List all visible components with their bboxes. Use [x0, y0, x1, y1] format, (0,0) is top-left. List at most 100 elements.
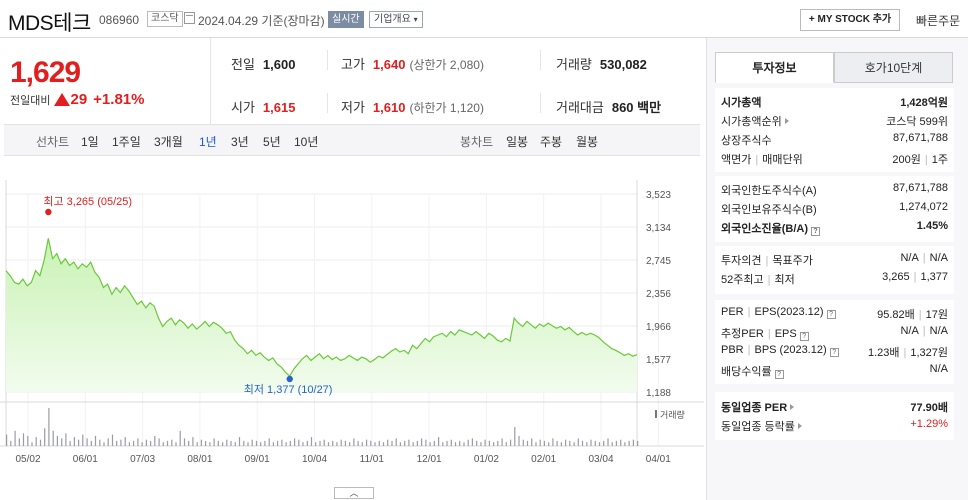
volume-bar: [39, 439, 42, 446]
help-icon[interactable]: ?: [826, 310, 836, 319]
tab-3y[interactable]: 3년: [231, 135, 249, 149]
info-value: 1,274,072: [899, 201, 948, 213]
volume-bar: [200, 439, 202, 446]
volume-bar: [556, 440, 558, 446]
volume-bar: [230, 440, 232, 446]
tab-3m[interactable]: 3개월: [154, 135, 183, 149]
market-cap-box: 시가총액 1,428억원 시가총액순위 코스닥 599위 상장주식수 87,671,788…: [715, 88, 954, 172]
volume-bar: [238, 437, 241, 446]
change-percent: +1.81%: [93, 91, 145, 108]
volume-bar: [35, 437, 37, 446]
volume-bar: [463, 442, 465, 446]
divider: [210, 38, 211, 124]
help-icon[interactable]: ?: [799, 332, 809, 341]
volume-bar: [226, 439, 228, 446]
x-tick-label: 07/03: [130, 454, 155, 465]
volume-bar: [298, 439, 300, 446]
volume-bar: [103, 442, 105, 446]
volume-bar: [141, 442, 143, 446]
volume-bar: [48, 408, 50, 446]
x-tick-label: 11/01: [360, 454, 385, 465]
tab-1y[interactable]: 1년: [199, 135, 217, 149]
volume-bar: [319, 440, 321, 446]
tab-5y[interactable]: 5년: [263, 135, 281, 149]
tab-1d[interactable]: 1일: [81, 135, 99, 149]
volume-bar: [480, 442, 482, 446]
volume-bar: [166, 440, 169, 446]
volume-bar: [268, 438, 270, 446]
volume-bar: [150, 440, 152, 446]
volume-bar: [535, 442, 537, 446]
volume-bar: [22, 433, 25, 446]
tab-daily[interactable]: 일봉: [506, 135, 529, 149]
volume-bar: [73, 437, 75, 446]
volume-bar: [44, 428, 46, 446]
volume-bar: [471, 438, 473, 446]
calendar-icon: [184, 12, 195, 24]
volume-bar: [154, 435, 156, 446]
stock-name: MDS테크: [8, 12, 91, 35]
info-label: 액면가 | 매매단위: [721, 154, 803, 166]
chevron-right-icon[interactable]: [784, 118, 789, 124]
volume-bar: [450, 439, 452, 446]
divider: [540, 50, 541, 70]
volume-bar: [488, 440, 490, 446]
price-chart[interactable]: 3,523 3,134 2,745 2,356 1,966 1,577 1,188 05/0…: [0, 180, 704, 470]
tab-weekly[interactable]: 주봉: [540, 135, 563, 149]
volume-bar: [577, 438, 579, 446]
volume-bar: [277, 440, 279, 446]
volume-bar: [382, 442, 385, 446]
volume-bar: [120, 439, 122, 446]
volume-bar: [408, 439, 410, 446]
volume-bar: [620, 439, 622, 446]
tab-1w[interactable]: 1주일: [112, 135, 141, 149]
realtime-button[interactable]: 실시간: [328, 11, 364, 28]
volume-bar: [14, 430, 16, 446]
info-label: PBR | BPS (2023.12)?: [721, 344, 839, 357]
y-tick-label: 2,745: [646, 256, 671, 267]
quick-order-link[interactable]: 빠른주문: [916, 14, 961, 28]
tab-order-book[interactable]: 호가10단계: [834, 52, 953, 83]
quote-date: 2024.04.29 기준(장마감): [198, 14, 325, 28]
chevron-down-icon: ▾: [413, 15, 418, 24]
help-icon[interactable]: ?: [829, 348, 839, 357]
volume-bar: [86, 438, 88, 446]
help-icon[interactable]: ?: [811, 227, 820, 236]
volume-bar: [192, 437, 194, 446]
info-value: 코스닥 599위: [886, 116, 948, 128]
y-tick-label: 3,134: [646, 223, 671, 234]
company-info-dropdown[interactable]: 기업개요 ▾: [369, 11, 423, 28]
volume-bar: [421, 438, 423, 446]
line-chart-label: 선차트: [36, 135, 70, 149]
info-label: PER | EPS(2023.12)?: [721, 306, 836, 319]
info-value: 200원 | 1주: [892, 154, 948, 166]
tab-monthly[interactable]: 월봉: [576, 135, 599, 149]
volume-bar: [137, 438, 139, 446]
info-value: 3,265 | 1,377: [882, 271, 948, 283]
chevron-right-icon[interactable]: [790, 404, 795, 410]
info-value: 77.90배: [910, 402, 948, 414]
chart-collapse-button[interactable]: ︿: [334, 487, 374, 499]
volume-bar: [323, 439, 325, 446]
volume-bar: [247, 442, 249, 446]
up-triangle-icon: [54, 93, 71, 106]
tab-investment-info[interactable]: 투자정보: [715, 52, 834, 83]
volume-bar: [124, 437, 126, 446]
info-label: 외국인보유주식수(B): [721, 204, 817, 216]
volume-bar: [357, 440, 359, 446]
volume-bar: [327, 442, 330, 446]
volume-bar: [281, 439, 283, 446]
volume-bar: [294, 438, 296, 446]
x-tick-label: 01/02: [474, 454, 499, 465]
chevron-right-icon[interactable]: [797, 423, 802, 429]
help-icon[interactable]: ?: [774, 370, 784, 379]
volume-bar: [446, 440, 448, 446]
trade-amount: 거래대금 860 백만: [556, 100, 662, 115]
volume-bar: [526, 440, 529, 446]
volume-bar: [531, 438, 533, 446]
change-value: 29: [70, 91, 88, 108]
info-value: +1.29%: [910, 418, 948, 430]
info-row: 추정PER | EPS? N/A | N/A: [721, 323, 948, 341]
tab-10y[interactable]: 10년: [294, 135, 319, 149]
add-my-stock-button[interactable]: + MY STOCK 추가: [800, 9, 900, 31]
